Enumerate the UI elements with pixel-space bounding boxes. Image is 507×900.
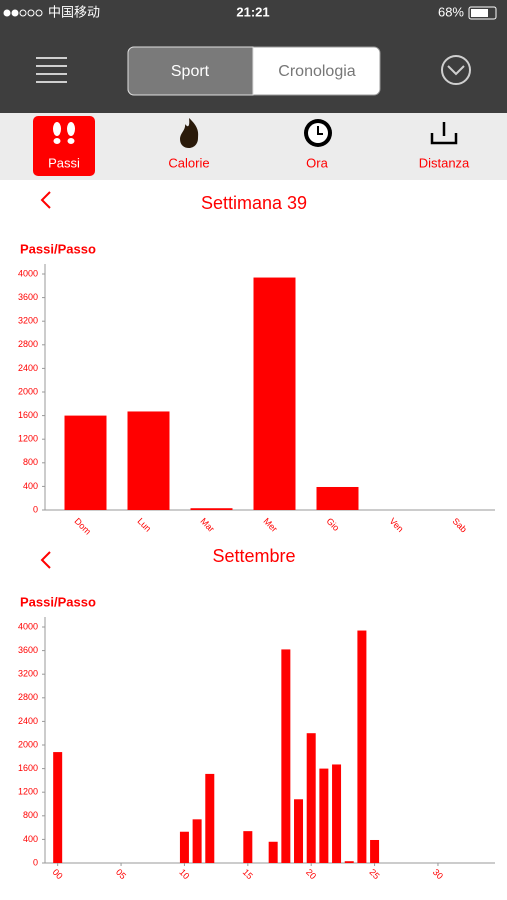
- y-tick-label: 400: [23, 834, 38, 844]
- bar: [319, 768, 329, 863]
- bar: [127, 411, 170, 510]
- x-tick-label: 10: [177, 867, 191, 881]
- clock-icon: [304, 119, 332, 147]
- y-tick-label: 0: [33, 857, 38, 867]
- x-tick-label: 30: [431, 867, 445, 881]
- battery-icon: [468, 6, 497, 20]
- bar: [243, 831, 253, 863]
- tab-label[interactable]: Calorie: [168, 155, 209, 170]
- bar: [190, 508, 233, 510]
- y-tick-label: 2400: [18, 363, 38, 373]
- y-tick-label: 3600: [18, 645, 38, 655]
- signal: [3, 9, 43, 17]
- carrier: 中国移动: [48, 4, 100, 19]
- y-axis-label: Passi/Passo: [20, 241, 96, 256]
- y-tick-label: 3600: [18, 292, 38, 302]
- segment-selected[interactable]: [127, 46, 254, 96]
- x-tick-label: 25: [367, 867, 381, 881]
- bar: [294, 799, 304, 863]
- x-tick-label: 00: [51, 867, 65, 881]
- x-tick-label: 15: [241, 867, 255, 881]
- y-tick-label: 4000: [18, 621, 38, 631]
- bar: [357, 630, 367, 863]
- y-tick-label: 1200: [18, 787, 38, 797]
- y-tick-label: 800: [23, 810, 38, 820]
- bar: [253, 277, 296, 510]
- bar: [268, 841, 278, 863]
- battery-level: [471, 9, 488, 17]
- x-tick-label: Lun: [135, 516, 153, 534]
- y-tick-label: 2800: [18, 692, 38, 702]
- steps-icon: [53, 122, 75, 144]
- tab-label[interactable]: Ora: [306, 155, 328, 170]
- x-tick-label: 20: [304, 867, 318, 881]
- menu-button[interactable]: [36, 57, 67, 83]
- y-tick-label: 1600: [18, 763, 38, 773]
- distance-icon: [430, 122, 458, 145]
- bar: [64, 415, 107, 510]
- battery-text: 68%: [438, 4, 464, 19]
- back-arrow[interactable]: [40, 191, 51, 209]
- y-tick-label: 2800: [18, 339, 38, 349]
- y-tick-label: 800: [23, 457, 38, 467]
- bar: [344, 861, 354, 863]
- x-tick-label: Mer: [261, 516, 279, 534]
- x-tick-label: Gio: [324, 516, 341, 533]
- x-tick-label: Mar: [198, 516, 216, 534]
- tab-label[interactable]: Passi: [48, 155, 80, 170]
- calorie-icon: [180, 118, 199, 148]
- bar: [281, 649, 291, 863]
- y-axis-label: Passi/Passo: [20, 594, 96, 609]
- y-tick-label: 0: [33, 504, 38, 514]
- y-tick-label: 3200: [18, 316, 38, 326]
- y-tick-label: 2400: [18, 716, 38, 726]
- y-tick-label: 1600: [18, 410, 38, 420]
- clock: 21:21: [236, 4, 269, 19]
- y-tick-label: 1200: [18, 434, 38, 444]
- segment-label[interactable]: Cronologia: [278, 63, 355, 80]
- x-tick-label: 05: [114, 867, 128, 881]
- segment-label[interactable]: Sport: [171, 63, 210, 80]
- y-tick-label: 4000: [18, 268, 38, 278]
- dropdown-button[interactable]: [441, 55, 471, 85]
- y-tick-label: 2000: [18, 386, 38, 396]
- bar: [179, 831, 189, 863]
- y-tick-label: 400: [23, 481, 38, 491]
- bar: [332, 764, 342, 863]
- x-tick-label: Ven: [387, 516, 405, 534]
- bar: [370, 839, 380, 863]
- bar: [192, 819, 202, 863]
- bar: [306, 733, 316, 863]
- bar: [205, 773, 215, 863]
- chart-title: Settembre: [212, 546, 295, 566]
- y-tick-label: 2000: [18, 739, 38, 749]
- bar: [53, 752, 63, 863]
- tab-selected[interactable]: [33, 116, 95, 176]
- bar: [316, 486, 359, 510]
- tab-label[interactable]: Distanza: [419, 155, 470, 170]
- x-tick-label: Dom: [72, 516, 93, 537]
- x-tick-label: Sab: [450, 516, 468, 534]
- y-tick-label: 3200: [18, 669, 38, 679]
- chart-title: Settimana 39: [201, 193, 307, 213]
- back-arrow[interactable]: [40, 551, 51, 569]
